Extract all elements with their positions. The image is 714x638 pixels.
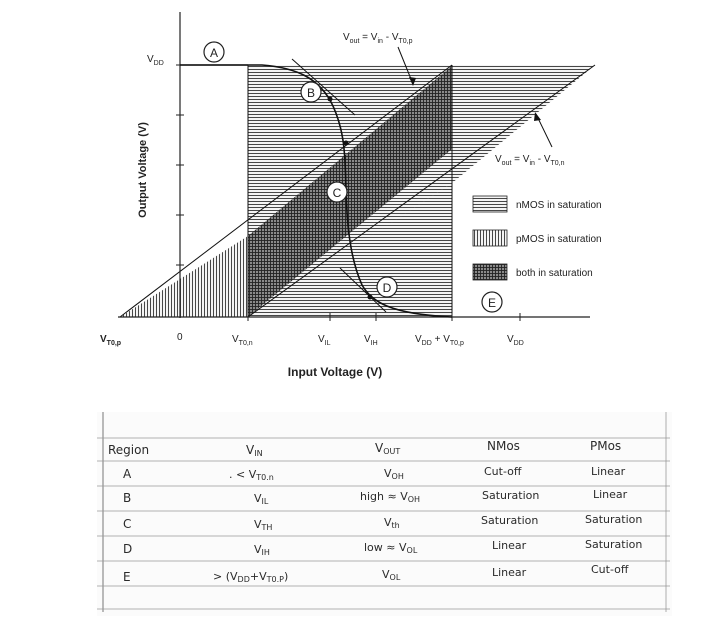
row-nmos: Linear xyxy=(492,539,527,552)
y-vdd-label: VDD xyxy=(147,54,164,67)
row-region: A xyxy=(123,467,132,481)
legend: nMOS in saturation pMOS in saturation bo… xyxy=(473,196,602,280)
legend-swatch-nmos xyxy=(473,196,507,212)
handwritten-table: Region VIN VOUT NMos PMos A . < VT0.n VO… xyxy=(97,412,672,616)
pmos-band-right xyxy=(452,65,595,183)
row-pmos: Saturation xyxy=(585,538,642,551)
region-c-marker: C xyxy=(333,186,342,200)
point-vth xyxy=(344,141,349,146)
legend-label-nmos: nMOS in saturation xyxy=(516,200,602,211)
pmos-saturation-region-left xyxy=(120,236,248,317)
tick-vton: VT0,n xyxy=(232,334,253,347)
region-d-marker: D xyxy=(383,281,392,295)
row-nmos: Saturation xyxy=(481,514,538,527)
tick-vdd-plus-vtop: VDD + VT0,p xyxy=(415,334,464,347)
x-tick-labels: VT0,p 0 VT0,n VIL VIH VDD + VT0,p VDD xyxy=(100,332,524,347)
tick-vdd: VDD xyxy=(507,334,524,347)
tick-vih: VIH xyxy=(364,334,378,347)
legend-swatch-both xyxy=(473,264,507,280)
row-nmos: Linear xyxy=(492,566,527,579)
legend-label-pmos: pMOS in saturation xyxy=(516,234,602,245)
row-pmos: Linear xyxy=(591,465,626,478)
tick-vil: VIL xyxy=(318,334,331,347)
header-pmos: PMos xyxy=(590,439,621,453)
row-pmos: Saturation xyxy=(585,513,642,526)
header-nmos: NMos xyxy=(487,439,520,453)
row-region: C xyxy=(123,517,131,531)
row-region: E xyxy=(123,570,131,584)
saturation-regions xyxy=(120,65,595,317)
row-pmos: Linear xyxy=(593,488,628,501)
svg-text:Vout = Vin - VT0,n: Vout = Vin - VT0,n xyxy=(495,154,565,167)
tick-zero: 0 xyxy=(177,332,183,343)
legend-label-both: both in saturation xyxy=(516,268,593,279)
region-a-marker: A xyxy=(210,46,218,60)
region-b-marker: B xyxy=(307,86,315,100)
legend-swatch-pmos xyxy=(473,230,507,246)
header-region: Region xyxy=(108,443,149,457)
row-nmos: Cut-off xyxy=(484,465,522,478)
row-nmos: Saturation xyxy=(482,489,539,502)
y-axis-title: Output Voltage (V) xyxy=(137,122,149,218)
row-region: B xyxy=(123,491,131,505)
point-vih xyxy=(368,295,373,300)
svg-text:Vout = Vin - VT0,p: Vout = Vin - VT0,p xyxy=(343,32,413,45)
x-axis-title: Input Voltage (V) xyxy=(288,365,382,379)
point-vil xyxy=(328,97,333,102)
region-e-marker: E xyxy=(488,296,496,310)
row-region: D xyxy=(123,542,132,556)
row-pmos: Cut-off xyxy=(591,563,629,576)
tick-vtop: VT0,p xyxy=(100,334,121,347)
